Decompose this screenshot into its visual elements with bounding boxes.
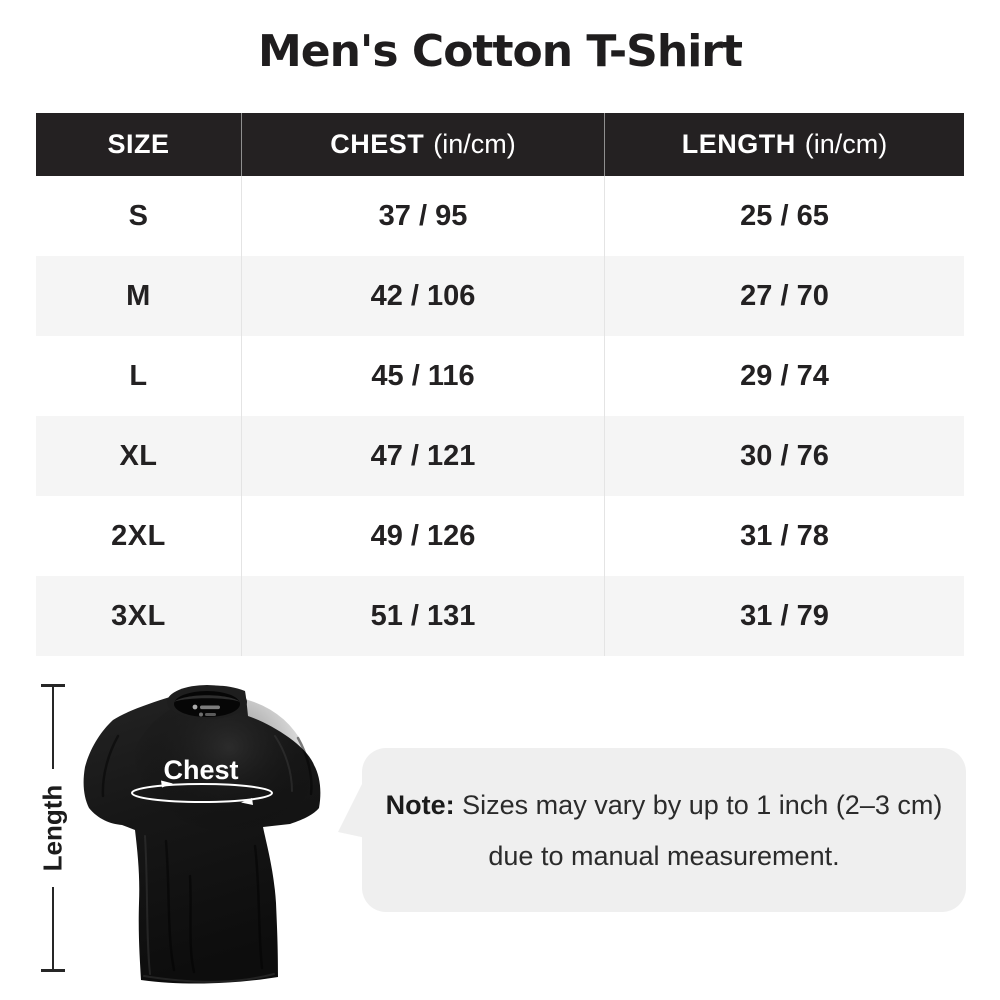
table-row: 2XL 49 / 126 31 / 78 (36, 496, 964, 576)
length-dimension-cap-bottom (41, 969, 65, 972)
page-title: Men's Cotton T-Shirt (257, 26, 743, 77)
size-value: XL (119, 439, 158, 472)
column-header-chest-unit: (in/cm) (433, 129, 516, 159)
size-value: 3XL (111, 599, 166, 632)
length-value: 29 / 74 (604, 336, 964, 416)
tshirt-fold-lines (101, 734, 313, 974)
chest-measure-ellipse (131, 783, 273, 803)
length-value: 27 / 70 (604, 256, 964, 336)
length-dimension-line-upper (52, 684, 54, 769)
tshirt-collar-band (174, 695, 240, 702)
size-table: SIZE CHEST (in/cm) LENGTH (in/cm) S 37 /… (36, 113, 964, 656)
chest-value: 45 / 116 (241, 336, 604, 416)
chest-value: 37 / 95 (241, 176, 604, 256)
size-value: S (128, 199, 149, 232)
column-header-length-label: LENGTH (681, 129, 796, 159)
note-bubble: Note: Sizes may vary by up to 1 inch (2–… (362, 748, 966, 912)
table-row: S 37 / 95 25 / 65 (36, 176, 964, 256)
table-row: M 42 / 106 27 / 70 (36, 256, 964, 336)
column-header-size-label: SIZE (107, 129, 170, 159)
chest-value: 51 / 131 (241, 576, 604, 656)
note-line-2: due to manual measurement. (488, 840, 840, 871)
tshirt-fold-highlights (143, 735, 293, 983)
note-label: Note: (385, 789, 455, 820)
length-value: 31 / 79 (604, 576, 964, 656)
size-value: 2XL (111, 519, 166, 552)
length-value: 31 / 78 (604, 496, 964, 576)
length-value: 25 / 65 (604, 176, 964, 256)
collar-brand-logo (192, 704, 220, 717)
column-header-length: LENGTH (in/cm) (604, 113, 964, 176)
note-line-1: Note: Sizes may vary by up to 1 inch (2–… (386, 785, 943, 825)
length-dimension-line-lower (52, 887, 54, 972)
chest-measure-label: Chest (163, 755, 238, 785)
column-header-length-unit: (in/cm) (804, 129, 888, 159)
length-value: 30 / 76 (604, 416, 964, 496)
note-bubble-tail (338, 776, 366, 838)
tshirt-shading (130, 696, 310, 856)
table-row: 3XL 51 / 131 31 / 79 (36, 576, 964, 656)
chest-value: 47 / 121 (241, 416, 604, 496)
chest-value: 42 / 106 (241, 256, 604, 336)
size-value: L (129, 359, 148, 392)
column-header-chest-label: CHEST (330, 129, 425, 159)
length-dimension-label: Length (37, 784, 68, 872)
chest-value: 49 / 126 (241, 496, 604, 576)
table-header-row: SIZE CHEST (in/cm) LENGTH (in/cm) (36, 113, 964, 176)
column-header-size: SIZE (36, 113, 241, 176)
chest-measure-arrow-left (241, 798, 253, 805)
size-value: M (126, 279, 151, 312)
table-row: L 45 / 116 29 / 74 (36, 336, 964, 416)
column-header-chest: CHEST (in/cm) (241, 113, 604, 176)
chest-measure-arrow-right (161, 780, 173, 788)
note-text-1: Sizes may vary by up to 1 inch (2–3 cm) (454, 789, 943, 820)
table-row: XL 47 / 121 30 / 76 (36, 416, 964, 496)
tshirt-image: Chest (83, 685, 321, 984)
